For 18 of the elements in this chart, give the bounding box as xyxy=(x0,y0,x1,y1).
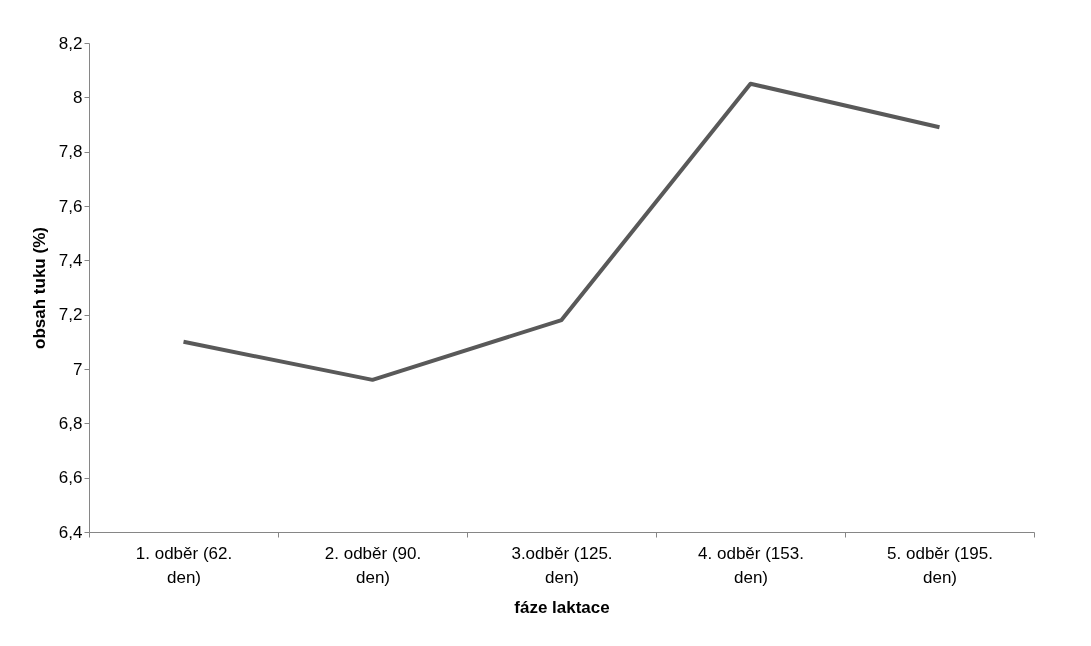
x-axis-title: fáze laktace xyxy=(514,597,610,617)
y-tick-label: 8 xyxy=(73,87,83,107)
y-tick-label: 7,4 xyxy=(58,250,83,270)
line-series xyxy=(181,81,942,382)
x-tick-label: 2. odběr (90. den) xyxy=(324,543,422,587)
y-tick-label: 7 xyxy=(73,359,83,379)
y-tick-label: 6,4 xyxy=(58,522,83,542)
y-axis-title: obsah tuku (%) xyxy=(29,227,49,349)
y-tick-label: 7,2 xyxy=(58,305,83,325)
y-tick-label: 6,8 xyxy=(58,413,83,433)
y-tick-label: 7,8 xyxy=(58,142,83,162)
x-tick-label: 4. odběr (153. den) xyxy=(698,543,804,587)
x-tick-label: 3.odběr (125. den) xyxy=(511,543,613,587)
x-tick-label: 5. odběr (195. den) xyxy=(887,543,993,587)
y-tick-label: 8,2 xyxy=(58,33,83,53)
x-tick-label: 1. odběr (62. den) xyxy=(135,543,233,587)
y-tick-label: 7,6 xyxy=(58,196,83,216)
y-tick-label: 6,6 xyxy=(58,468,83,488)
